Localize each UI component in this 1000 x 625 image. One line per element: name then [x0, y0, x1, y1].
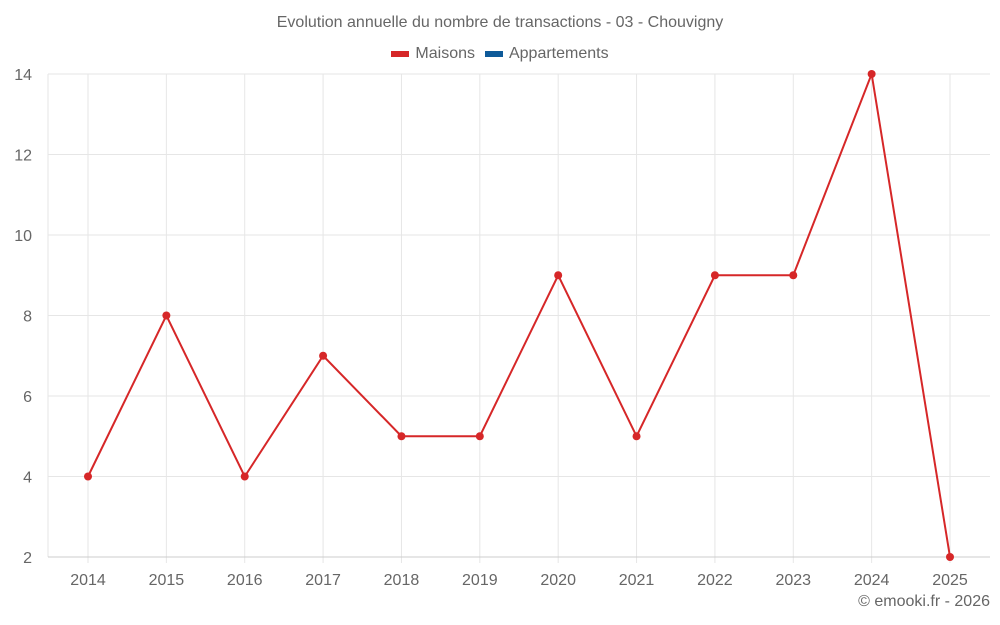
data-point[interactable] — [84, 472, 92, 481]
data-point[interactable] — [397, 432, 406, 441]
data-point[interactable] — [475, 432, 484, 441]
data-point[interactable] — [162, 311, 171, 320]
legend-item-maisons[interactable]: Maisons — [391, 45, 475, 63]
data-point[interactable] — [632, 432, 641, 441]
data-point[interactable] — [710, 271, 719, 280]
data-point[interactable] — [789, 271, 798, 280]
y-tick-label: 10 — [14, 228, 32, 245]
copyright-footer: © emooki.fr - 2026 — [858, 593, 990, 610]
y-tick-label: 2 — [23, 550, 32, 567]
legend-swatch-maisons — [391, 51, 410, 57]
legend-label-appartements: Appartements — [508, 45, 609, 62]
data-point[interactable] — [554, 271, 563, 280]
x-tick-label: 2023 — [775, 572, 811, 589]
x-tick-label: 2021 — [619, 572, 655, 589]
data-point[interactable] — [946, 553, 954, 561]
legend: Maisons Appartements — [0, 45, 1000, 63]
y-tick-label: 12 — [14, 148, 32, 165]
legend-label-maisons: Maisons — [415, 45, 475, 62]
y-tick-label: 8 — [23, 309, 32, 326]
data-point[interactable] — [867, 70, 876, 78]
y-tick-label: 14 — [14, 67, 32, 84]
data-point[interactable] — [240, 472, 249, 481]
legend-item-appartements[interactable]: Appartements — [484, 45, 609, 63]
x-tick-label: 2022 — [697, 572, 733, 589]
x-tick-label: 2014 — [70, 572, 106, 589]
x-tick-label: 2015 — [149, 572, 185, 589]
legend-swatch-appartements — [484, 51, 503, 57]
x-tick-label: 2016 — [227, 572, 263, 589]
x-tick-label: 2020 — [540, 572, 576, 589]
x-tick-label: 2025 — [932, 572, 968, 589]
y-tick-label: 4 — [23, 470, 32, 487]
series-maisons — [84, 70, 954, 561]
y-tick-label: 6 — [23, 389, 32, 406]
x-tick-label: 2017 — [305, 572, 341, 589]
x-tick-label: 2019 — [462, 572, 498, 589]
x-tick-label: 2018 — [384, 572, 420, 589]
grid — [47, 73, 990, 563]
data-point[interactable] — [319, 351, 328, 360]
chart-title: Evolution annuelle du nombre de transact… — [276, 14, 724, 31]
x-tick-label: 2024 — [854, 572, 890, 589]
